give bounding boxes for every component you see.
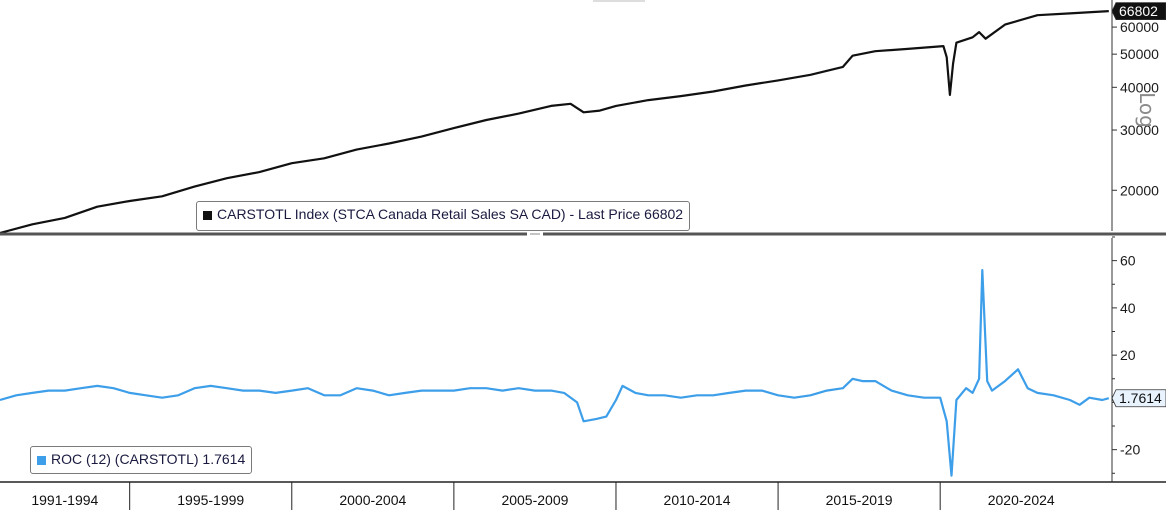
- top-last-value-tag: 66802: [1111, 2, 1166, 21]
- bottom-y-tick-label: 40: [1120, 300, 1136, 316]
- top-panel-series: 66802: [0, 2, 1166, 235]
- x-tick-label: 1991-1994: [31, 492, 98, 508]
- bottom-last-value-tag-text: 1.7614: [1119, 390, 1162, 406]
- top-y-tick-label: 20000: [1120, 182, 1159, 198]
- bottom-y-tick-label: 60: [1120, 253, 1136, 269]
- top-panel-legend: CARSTOTL Index (STCA Canada Retail Sales…: [196, 201, 691, 231]
- bottom-panel-legend: ROC (12) (CARSTOTL) 1.7614: [30, 446, 253, 474]
- bottom-y-tick-label: 20: [1120, 347, 1136, 363]
- top-y-tick-label: 60000: [1120, 19, 1159, 35]
- x-axis: 1991-1994 1995-1999 2000-2004 2005-2009 2010…: [31, 482, 1055, 510]
- roc-line: [0, 269, 1110, 477]
- x-tick-label: 1995-1999: [177, 492, 244, 508]
- x-tick-label: 2015-2019: [826, 492, 893, 508]
- top-last-value-tag-box: [1111, 2, 1166, 21]
- top-y-tick-label: 40000: [1120, 79, 1159, 95]
- bottom-panel-series: 1.7614: [0, 269, 1166, 477]
- bottom-legend-text: ROC (12) (CARSTOTL) 1.7614: [51, 451, 246, 467]
- x-tick-label: 2005-2009: [501, 492, 568, 508]
- top-y-tick-label: 50000: [1120, 46, 1159, 62]
- top-y-axis-title: Log: [1135, 92, 1159, 128]
- top-y-tick-label: 30000: [1120, 122, 1159, 138]
- retail-sales-line: [0, 10, 1109, 235]
- top-last-value-tag-text: 66802: [1119, 3, 1158, 19]
- top-legend-text: CARSTOTL Index (STCA Canada Retail Sales…: [217, 206, 684, 222]
- x-tick-label: 2020-2024: [988, 492, 1055, 508]
- top-panel-y-axis: 20000 30000 40000 50000 60000 Log: [1112, 19, 1159, 198]
- bottom-last-value-tag: 1.7614: [1111, 389, 1166, 408]
- x-tick-label: 2000-2004: [339, 492, 406, 508]
- bottom-y-tick-label: -20: [1120, 442, 1140, 458]
- bottom-last-value-tag-box: [1111, 389, 1166, 408]
- bottom-legend-swatch: [37, 455, 46, 465]
- top-legend-swatch: [203, 210, 212, 220]
- x-tick-label: 2010-2014: [664, 492, 731, 508]
- bottom-panel-y-axis: -20 20 40 60: [1112, 236, 1140, 474]
- panel-frames: [0, 0, 1166, 483]
